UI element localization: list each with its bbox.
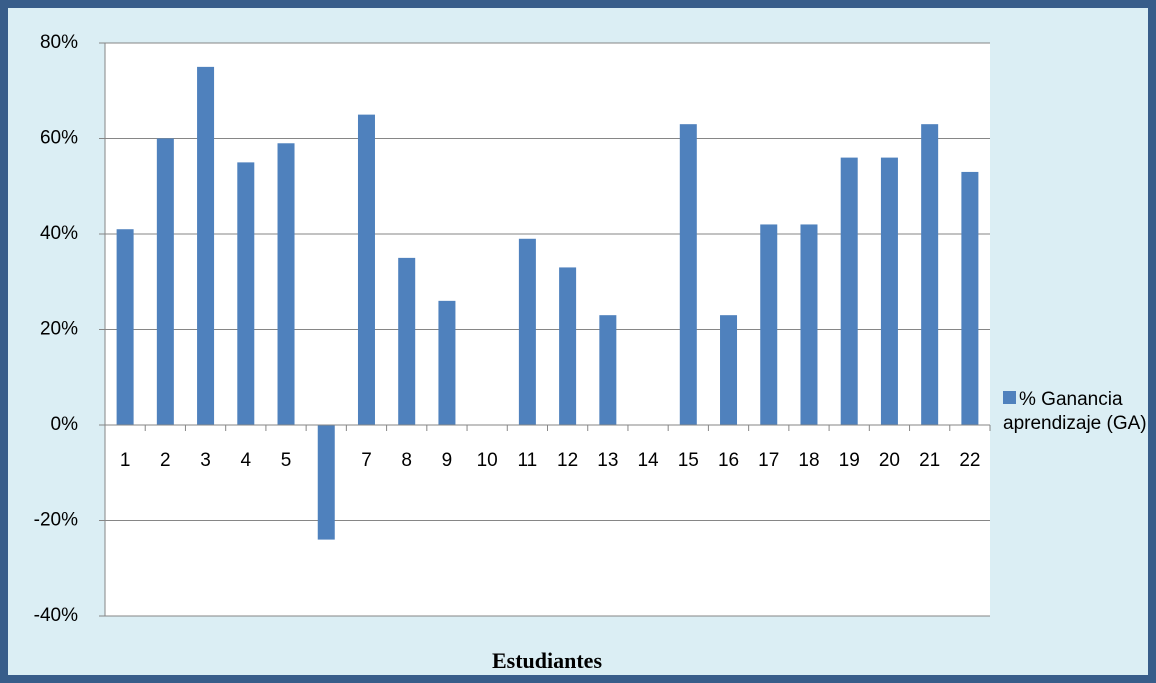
y-tick-label: 0%: [51, 414, 79, 435]
x-tick-label: 9: [442, 450, 453, 471]
bar: [357, 114, 375, 425]
x-tick-label: 3: [200, 450, 211, 471]
x-tick-label: 1: [120, 450, 131, 471]
bar: [317, 425, 335, 540]
x-tick-label: 8: [401, 450, 412, 471]
x-tick-label: 4: [241, 450, 252, 471]
legend-label: % Ganancia aprendizaje (GA): [1003, 389, 1147, 434]
bar: [518, 238, 536, 425]
x-tick-label: 19: [839, 450, 860, 471]
x-tick-label: 20: [879, 450, 900, 471]
x-tick-label: 7: [361, 450, 372, 471]
bar: [840, 157, 858, 425]
bar: [116, 229, 134, 425]
x-tick-label: 18: [798, 450, 819, 471]
y-tick-label: 40%: [40, 223, 78, 244]
x-tick-label: 5: [281, 450, 292, 471]
bar: [438, 300, 456, 425]
bar: [398, 257, 416, 425]
bar: [197, 66, 215, 425]
x-tick-label: 13: [597, 450, 618, 471]
x-tick-label: 17: [758, 450, 779, 471]
y-tick-label: -40%: [34, 605, 78, 626]
x-tick-label: 21: [919, 450, 940, 471]
bar: [961, 171, 979, 425]
y-tick-label: 80%: [40, 32, 78, 53]
y-tick-label: -20%: [34, 510, 78, 531]
x-tick-label: 2: [160, 450, 171, 471]
bar: [277, 143, 295, 425]
bar: [720, 315, 738, 425]
bar: [559, 267, 577, 425]
legend: % Ganancia aprendizaje (GA): [1003, 388, 1153, 436]
bar: [880, 157, 898, 425]
bar: [760, 224, 778, 425]
bar: [599, 315, 617, 425]
y-tick-label: 60%: [40, 128, 78, 149]
bar: [921, 124, 939, 426]
bar: [679, 124, 697, 426]
x-tick-label: 14: [637, 450, 659, 471]
bar: [800, 224, 818, 425]
x-tick-label: 10: [477, 450, 498, 471]
x-tick-label: 12: [557, 450, 578, 471]
x-tick-label: 22: [959, 450, 980, 471]
bar: [237, 162, 255, 425]
legend-swatch: [1003, 391, 1016, 404]
bar: [156, 138, 174, 425]
x-tick-label: 11: [518, 450, 538, 471]
x-axis-title: Estudiantes: [492, 648, 602, 673]
x-tick-label: 16: [718, 450, 739, 471]
y-tick-label: 20%: [40, 319, 78, 340]
x-tick-label: 15: [678, 450, 699, 471]
